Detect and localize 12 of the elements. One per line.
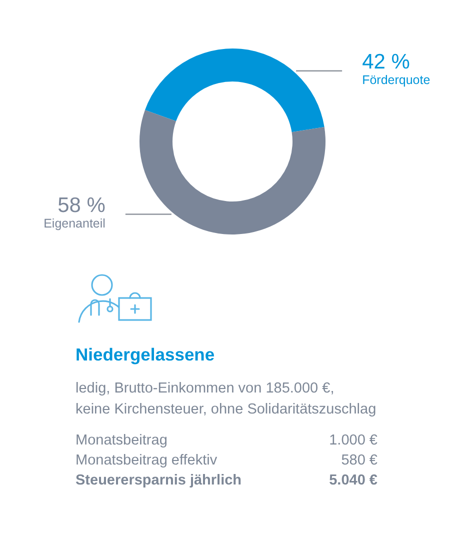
text: Monatsbeitrag (76, 432, 168, 448)
text: Steuerersparnis jährlich (76, 472, 242, 488)
text: ledig, Brutto-Einkommen von 185.000 €, keine Kirchensteuer, ohne Solidaritätszuschlag (76, 380, 376, 418)
slice-label: Förderquote (362, 72, 430, 87)
data-label: 42 % (362, 50, 410, 74)
slice-label: Eigenanteil (44, 216, 106, 230)
text: Monatsbeitrag effektiv (76, 452, 218, 468)
data-label: 58 % (58, 194, 106, 217)
text: 5.040 € (329, 472, 378, 488)
text: 1.000 € (329, 432, 378, 448)
text: Niedergelassene (76, 344, 215, 364)
text: 580 € (341, 452, 378, 468)
